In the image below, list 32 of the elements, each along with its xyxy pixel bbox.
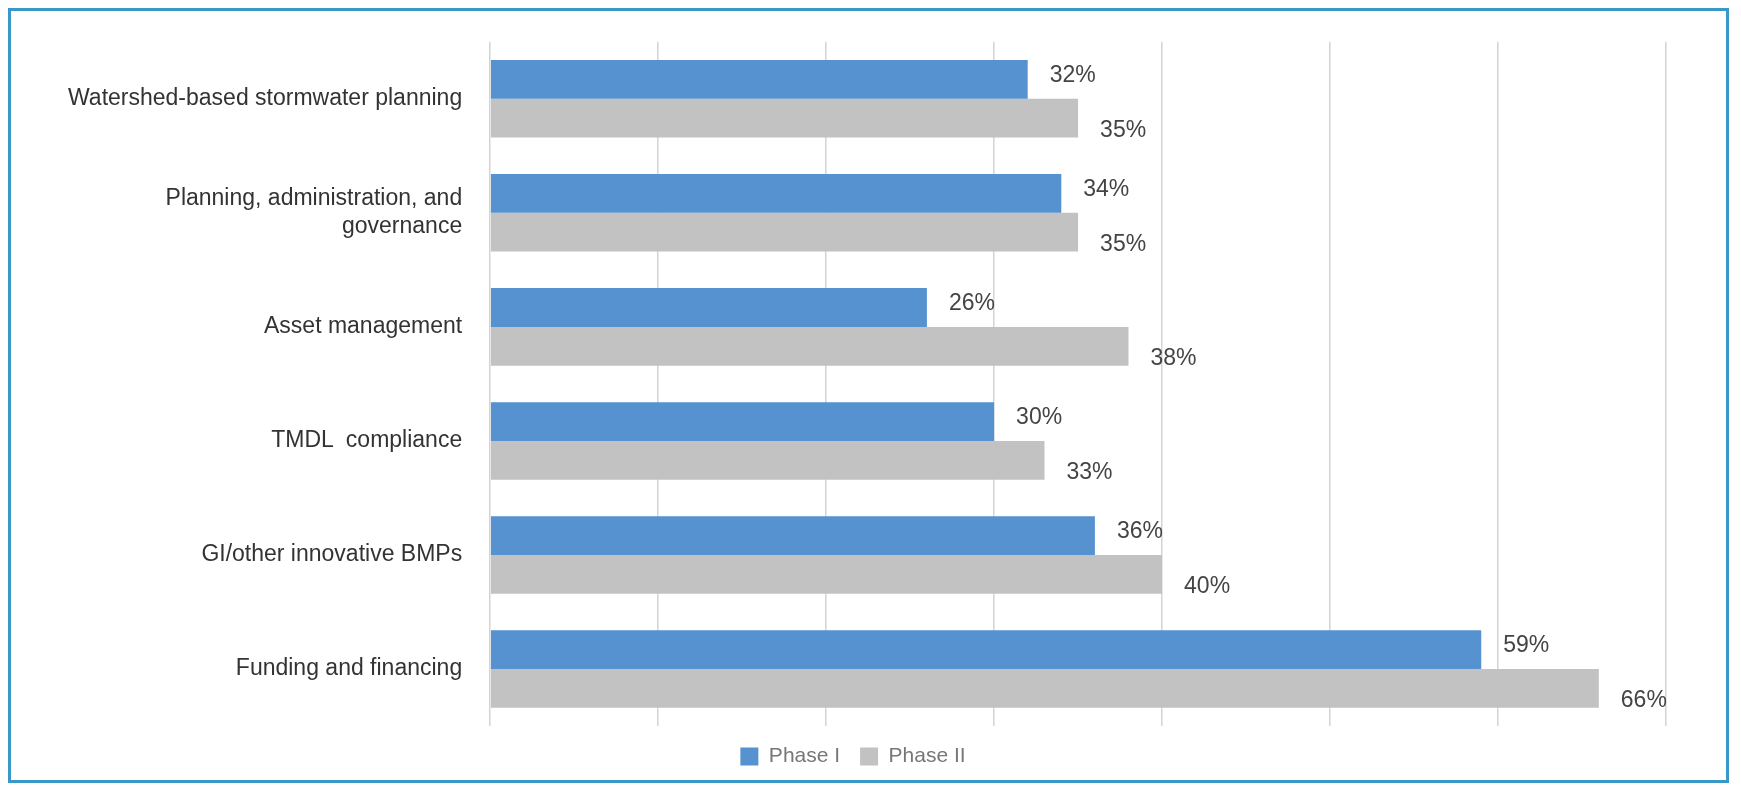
bar	[490, 402, 995, 441]
bar	[490, 60, 1028, 99]
bar	[490, 288, 927, 327]
y-tick-label: Planning, administration, and governance	[165, 184, 463, 238]
bar	[490, 212, 1079, 252]
legend-label: Phase I	[768, 743, 841, 767]
bar	[490, 440, 1045, 480]
data-label: 38%	[1150, 343, 1197, 370]
legend-label: Phase II	[888, 743, 966, 767]
data-label: 34%	[1083, 174, 1130, 201]
data-label: 26%	[948, 288, 995, 315]
data-label: 33%	[1066, 457, 1113, 484]
bar	[490, 668, 1599, 708]
bar	[490, 516, 1095, 555]
data-label: 66%	[1620, 685, 1667, 712]
data-label: 35%	[1100, 115, 1147, 142]
y-tick-label: Watershed-based stormwater planning	[67, 84, 463, 111]
data-label: 36%	[1116, 516, 1163, 543]
bar	[490, 326, 1129, 366]
bar	[490, 174, 1062, 213]
bar	[490, 554, 1163, 594]
data-label: 35%	[1100, 229, 1147, 256]
y-tick-label: GI/other innovative BMPs	[201, 540, 463, 567]
data-label: 32%	[1049, 60, 1096, 87]
data-label: 59%	[1503, 630, 1550, 657]
y-tick-label: Asset management	[264, 312, 463, 339]
y-tick-label: Funding and financing	[235, 654, 463, 681]
data-label: 30%	[1016, 402, 1063, 429]
data-label: 40%	[1184, 571, 1231, 598]
bar	[490, 98, 1079, 138]
y-tick-label: TMDL compliance	[271, 426, 463, 453]
bar	[490, 630, 1482, 669]
